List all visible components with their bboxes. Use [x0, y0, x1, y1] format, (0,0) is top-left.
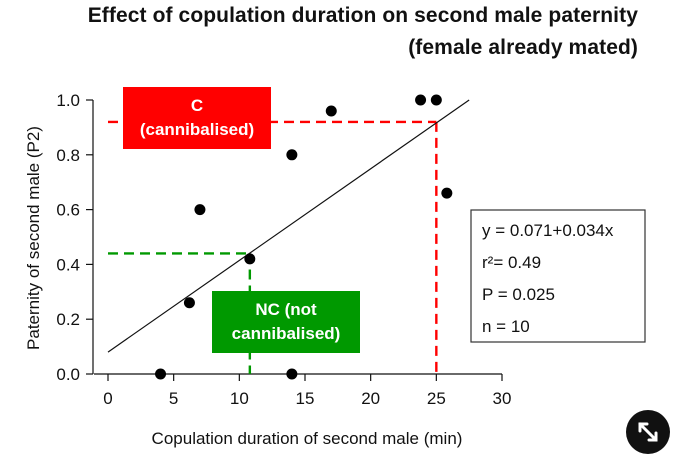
x-tick-label: 10: [230, 389, 249, 408]
stats-box: [470, 209, 646, 343]
x-tick-label: 20: [361, 389, 380, 408]
y-axis-label: Paternity of second male (P2): [24, 126, 43, 350]
data-point: [325, 105, 337, 117]
not-cannibalised-label-box: [212, 291, 360, 353]
cannibalised-label-text: C: [191, 96, 203, 115]
data-point: [194, 204, 206, 216]
y-tick-label: 1.0: [56, 91, 80, 110]
x-axis-label: Copulation duration of second male (min): [152, 429, 463, 448]
chart-title-line-2: (female already mated): [408, 36, 638, 59]
data-point: [155, 368, 167, 380]
y-tick-label: 0.2: [56, 310, 80, 329]
y-tick-label: 0.6: [56, 201, 80, 220]
data-point: [430, 94, 442, 106]
stats-line: r²= 0.49: [482, 253, 541, 272]
y-tick-label: 0.8: [56, 146, 80, 165]
stats-line: P = 0.025: [482, 285, 555, 304]
data-point: [286, 149, 298, 161]
expand-icon: [638, 422, 658, 442]
x-tick-label: 30: [493, 389, 512, 408]
x-tick-label: 5: [169, 389, 178, 408]
not-cannibalised-label-text: cannibalised): [232, 324, 341, 343]
y-tick-label: 0.4: [56, 255, 80, 274]
not-cannibalised-label-text: NC (not: [255, 300, 317, 319]
cannibalised-label-text: (cannibalised): [140, 120, 254, 139]
regression-line: [107, 99, 470, 353]
cannibalised-label-box: [123, 87, 271, 149]
stats-line: n = 10: [482, 317, 530, 336]
y-tick-label: 0.0: [56, 365, 80, 384]
data-point: [244, 253, 256, 265]
data-point: [286, 368, 298, 380]
data-point: [415, 94, 427, 106]
expand-button[interactable]: [626, 410, 670, 454]
stats-line: y = 0.071+0.034x: [482, 221, 614, 240]
x-tick-label: 15: [296, 389, 315, 408]
x-tick-label: 0: [103, 389, 112, 408]
chart-title-line-1: Effect of copulation duration on second …: [87, 4, 638, 27]
data-point: [183, 297, 195, 309]
x-tick-label: 25: [427, 389, 446, 408]
data-point: [441, 187, 453, 199]
